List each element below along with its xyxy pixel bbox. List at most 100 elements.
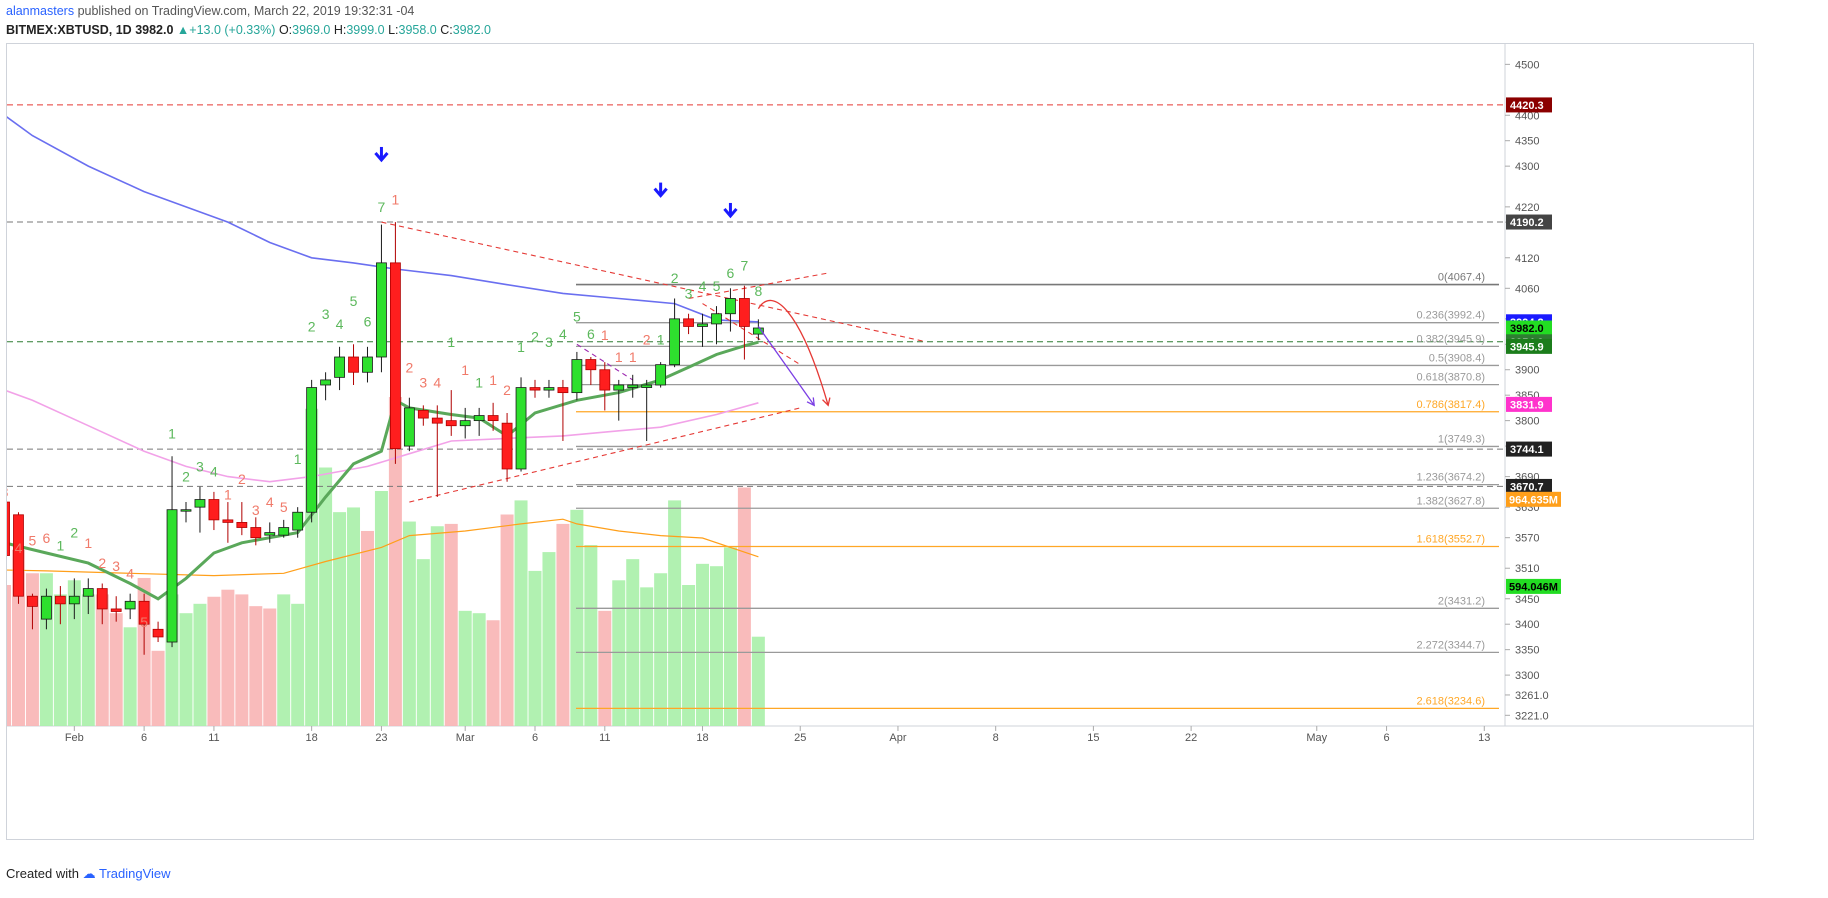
price-tick-label: 4500	[1515, 59, 1539, 71]
fib-level-label: 0.618(3870.8)	[1417, 372, 1486, 384]
volume-bar	[277, 594, 291, 726]
candle-body	[306, 387, 318, 513]
tradingview-logo-icon: ☁	[82, 866, 96, 881]
candle-body	[752, 327, 764, 335]
close-value: 3982.0	[452, 23, 491, 37]
volume-bar	[193, 603, 207, 726]
volume-bar	[723, 547, 737, 726]
volume-bar	[249, 606, 263, 726]
price-tick-label: 3900	[1515, 365, 1539, 377]
candle-body	[348, 356, 359, 373]
candle-body	[389, 262, 401, 450]
td-count-label: 5	[573, 308, 581, 324]
price-axis-bg	[1505, 44, 1753, 839]
volume-bar	[709, 566, 723, 726]
time-tick-label: 8	[993, 732, 999, 744]
symbol-line: BITMEX:XBTUSD, 1D 3982.0 ▲+13.0 (+0.33%)…	[6, 21, 1826, 40]
td-count-label: 5	[280, 499, 288, 515]
candle-body	[180, 509, 192, 512]
fib-level-label: 0.5(3908.4)	[1429, 352, 1485, 364]
td-count-label: 1	[475, 375, 483, 391]
td-count-label: 3	[196, 459, 204, 475]
volume-bar	[291, 603, 305, 726]
publish-line: alanmasters published on TradingView.com…	[6, 2, 1826, 21]
last-price: 3982.0	[135, 23, 174, 37]
price-tick-label: 4060	[1515, 283, 1539, 295]
candle-body	[264, 532, 276, 536]
chart-frame[interactable]: 3221.0 3261.0 3300 3350 3400 3450 3510 3570 3630…	[0, 43, 1754, 840]
td-count-label: 4	[266, 494, 274, 510]
candle-body	[613, 384, 625, 391]
volume-bar	[374, 491, 388, 726]
volume-bar	[25, 573, 39, 726]
td-count-label: 2	[182, 469, 190, 485]
candle-body	[362, 356, 373, 373]
volume-bar	[179, 613, 193, 726]
candle-body	[166, 509, 178, 643]
time-tick-label: 15	[1087, 732, 1099, 744]
volume-bar	[95, 594, 109, 726]
price-tick-label: 3570	[1515, 533, 1539, 545]
close-key: C:	[440, 23, 453, 37]
volume-bar	[53, 594, 67, 726]
volume-bar	[584, 545, 598, 726]
ma-blue-line	[0, 110, 759, 323]
price-tick-label: 4120	[1515, 253, 1539, 265]
td-count-label: 4	[336, 316, 344, 332]
price-label-bg	[1506, 97, 1552, 113]
volume-bar	[514, 500, 528, 726]
fib-level-label: 0.382(3945.9)	[1417, 333, 1486, 345]
high-value: 3999.0	[346, 23, 385, 37]
candle-body	[599, 369, 611, 391]
price-change: +13.0 (+0.33%)	[189, 23, 276, 37]
author-link[interactable]: alanmasters	[6, 4, 75, 18]
price-label: 3831.9	[1510, 399, 1544, 411]
fib-level-label: 1(3749.3)	[1438, 433, 1485, 445]
volume-bar	[458, 610, 472, 726]
down-arrow-icon	[374, 151, 389, 163]
candle-body	[152, 628, 164, 638]
td-count-label: 3	[419, 375, 427, 391]
trendline	[381, 221, 926, 343]
price-tick-label: 4350	[1515, 136, 1539, 148]
td-count-label: 5	[29, 532, 37, 548]
candle-body	[711, 313, 722, 325]
price-label: 3982.0	[1510, 323, 1544, 335]
candle-body	[96, 588, 108, 610]
td-count-label: 5	[713, 278, 721, 294]
td-count-label: 2	[308, 319, 316, 335]
volume-bar	[696, 563, 710, 726]
td-count-label: 1	[601, 327, 609, 343]
candle-body	[445, 420, 457, 427]
td-count-label: 3	[7, 484, 9, 500]
td-count-label: 6	[364, 313, 372, 329]
volume-bar	[109, 613, 123, 726]
chart-header: alanmasters published on TradingView.com…	[6, 2, 1826, 42]
volume-bar	[612, 580, 626, 726]
candle-body	[403, 407, 415, 447]
tradingview-link[interactable]: TradingView	[99, 866, 171, 881]
open-value: 3969.0	[292, 23, 331, 37]
volume-bar	[235, 594, 249, 726]
volume-bar	[81, 594, 95, 726]
volume-bar	[654, 573, 668, 726]
td-count-label: 4	[15, 540, 23, 556]
volume-bar	[333, 512, 347, 726]
price-tick-label: 3800	[1515, 416, 1539, 428]
projection-arrow	[757, 326, 815, 406]
time-tick-label: 25	[794, 732, 806, 744]
symbol-title[interactable]: BITMEX:XBTUSD, 1D	[6, 23, 132, 37]
candle-body	[222, 519, 234, 523]
price-label-bg	[1506, 396, 1552, 412]
price-chart[interactable]: 3221.03261.03300335034003450351035703630…	[0, 44, 1753, 839]
arrow-head-icon	[822, 397, 831, 407]
td-count-label: 1	[629, 349, 637, 365]
price-label: 3744.1	[1510, 444, 1544, 456]
projection-arrow	[757, 299, 829, 406]
volume-bar	[402, 521, 416, 726]
td-count-label: 1	[615, 349, 623, 365]
footer: Created with ☁ TradingView	[6, 866, 171, 882]
candle-body	[501, 422, 513, 470]
candle-body	[571, 359, 583, 394]
td-count-label: 6	[727, 265, 735, 281]
